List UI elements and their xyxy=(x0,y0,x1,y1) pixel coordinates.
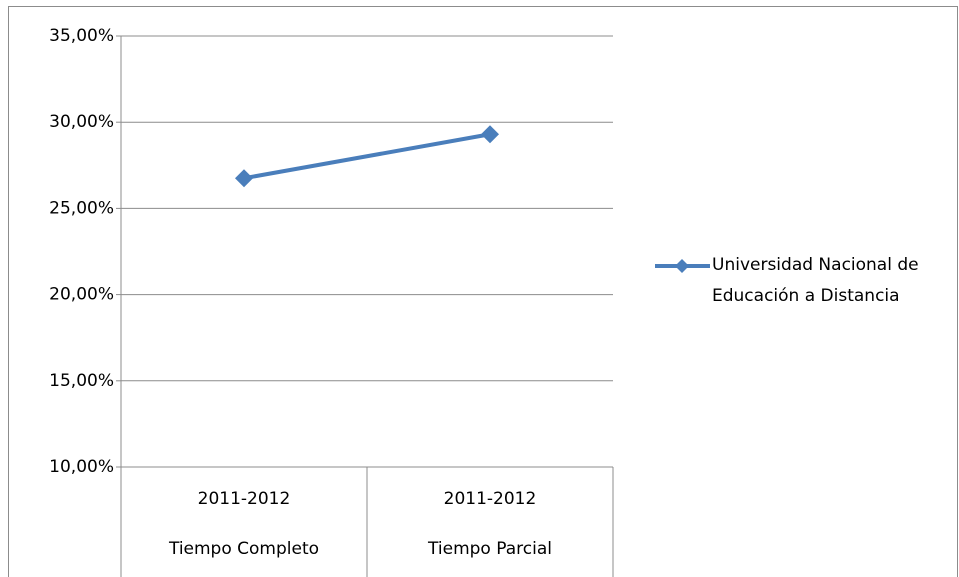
point-marker xyxy=(481,125,499,144)
x-tick-label: 2011-2012 xyxy=(198,489,291,509)
legend-marker xyxy=(675,259,689,273)
y-tick-label: 25,00% xyxy=(49,198,114,218)
legend-label: Universidad Nacional de Educación a Dist… xyxy=(712,255,919,306)
point-marker xyxy=(235,169,253,188)
y-tick-label: 10,00% xyxy=(49,457,114,477)
y-tick-label: 35,00% xyxy=(49,26,114,46)
chart-frame xyxy=(8,6,958,577)
y-tick-label: 30,00% xyxy=(49,112,114,132)
legend: Universidad Nacional de Educación a Dist… xyxy=(655,250,955,312)
legend-symbol xyxy=(655,259,710,273)
x-tick-label: 2011-2012 xyxy=(444,489,537,509)
y-tick-label: 15,00% xyxy=(49,371,114,391)
x-tick-label: Tiempo Completo xyxy=(168,539,319,559)
x-tick-label: Tiempo Parcial xyxy=(427,539,552,559)
y-tick-label: 20,00% xyxy=(49,285,114,305)
series-line xyxy=(243,132,491,181)
